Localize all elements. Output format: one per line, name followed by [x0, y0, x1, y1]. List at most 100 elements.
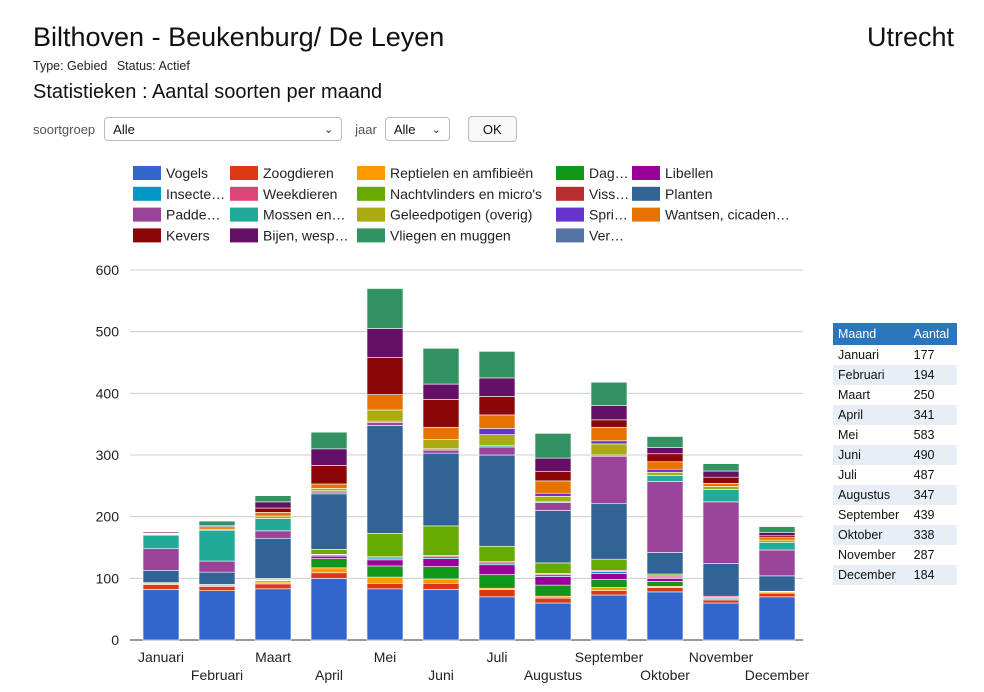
bar-segment[interactable] — [198, 571, 236, 585]
bar-segment[interactable] — [310, 493, 348, 550]
bar-segment[interactable] — [534, 502, 572, 511]
bar-segment[interactable] — [310, 487, 348, 492]
bar-segment[interactable] — [422, 566, 460, 580]
bar-segment[interactable] — [646, 461, 684, 470]
bar-segment[interactable] — [366, 533, 404, 558]
bar-segment[interactable] — [366, 288, 404, 329]
bar-segment[interactable] — [534, 457, 572, 472]
bar-segment[interactable] — [198, 560, 236, 573]
legend-item[interactable]: Reptielen en amfibieën — [357, 165, 533, 181]
legend-item[interactable]: Vliegen en muggen — [357, 227, 511, 243]
bar-segment[interactable] — [422, 558, 460, 567]
legend-item[interactable]: Padde… — [133, 207, 220, 223]
bar-segment[interactable] — [758, 542, 796, 551]
bar-segment[interactable] — [310, 549, 348, 555]
bar-segment[interactable] — [422, 582, 460, 590]
bar-segment[interactable] — [366, 328, 404, 358]
bar-segment[interactable] — [198, 590, 236, 641]
table-header-aantal[interactable]: Aantal — [908, 323, 957, 345]
bar-segment[interactable] — [422, 383, 460, 400]
legend-item[interactable]: Viss… — [556, 186, 629, 202]
bar-segment[interactable] — [534, 602, 572, 641]
legend-item[interactable]: Mossen en… — [230, 207, 345, 223]
bar-segment[interactable] — [646, 587, 684, 593]
bar-segment[interactable] — [646, 453, 684, 463]
bar-segment[interactable] — [590, 419, 628, 428]
bar-segment[interactable] — [702, 483, 740, 487]
legend-item[interactable]: Planten — [632, 186, 712, 202]
bar-segment[interactable] — [366, 582, 404, 590]
bar-segment[interactable] — [254, 588, 292, 641]
bar-segment[interactable] — [422, 439, 460, 450]
bar-segment[interactable] — [758, 537, 796, 541]
table-header-maand[interactable]: Maand — [833, 323, 909, 345]
bar-segment[interactable] — [534, 510, 572, 564]
legend-item[interactable]: Dag… — [556, 165, 629, 181]
bar-segment[interactable] — [254, 518, 292, 532]
bar-segment[interactable] — [534, 597, 572, 604]
jaar-select[interactable]: Alle ⌄ — [384, 117, 450, 141]
bar-segment[interactable] — [534, 480, 572, 494]
legend-item[interactable]: Nachtvlinders en micro's — [357, 186, 542, 202]
bar-segment[interactable] — [310, 572, 348, 579]
bar-segment[interactable] — [254, 515, 292, 519]
bar-segment[interactable] — [534, 471, 572, 482]
bar-segment[interactable] — [142, 589, 180, 641]
bar-segment[interactable] — [590, 440, 628, 445]
bar-segment[interactable] — [310, 567, 348, 574]
bar-segment[interactable] — [534, 584, 572, 597]
bar-segment[interactable] — [646, 481, 684, 553]
bar-segment[interactable] — [590, 503, 628, 560]
bar-segment[interactable] — [310, 555, 348, 559]
bar-segment[interactable] — [478, 434, 516, 447]
ok-button[interactable]: OK — [467, 116, 517, 142]
bar-segment[interactable] — [366, 576, 404, 584]
bar-segment[interactable] — [534, 433, 572, 459]
bar-segment[interactable] — [646, 552, 684, 575]
bar-segment[interactable] — [254, 501, 292, 509]
bar-segment[interactable] — [590, 443, 628, 456]
bar-segment[interactable] — [198, 529, 236, 562]
bar-segment[interactable] — [590, 579, 628, 588]
bar-segment[interactable] — [310, 483, 348, 489]
bar-segment[interactable] — [254, 495, 292, 503]
bar-segment[interactable] — [422, 525, 460, 556]
bar-segment[interactable] — [366, 409, 404, 422]
bar-segment[interactable] — [422, 348, 460, 385]
bar-segment[interactable] — [478, 454, 516, 547]
bar-segment[interactable] — [590, 587, 628, 591]
bar-segment[interactable] — [702, 489, 740, 503]
bar-segment[interactable] — [702, 501, 740, 564]
bar-segment[interactable] — [422, 449, 460, 454]
bar-segment[interactable] — [478, 574, 516, 589]
legend-item[interactable]: Ver… — [556, 227, 624, 243]
bar-segment[interactable] — [590, 573, 628, 580]
bar-segment[interactable] — [366, 357, 404, 395]
bar-segment[interactable] — [422, 452, 460, 527]
bar-segment[interactable] — [422, 589, 460, 641]
bar-segment[interactable] — [142, 570, 180, 583]
legend-item[interactable]: Kevers — [133, 227, 210, 243]
bar-segment[interactable] — [702, 476, 740, 484]
bar-segment[interactable] — [534, 576, 572, 586]
bar-segment[interactable] — [702, 486, 740, 490]
legend-item[interactable]: Bijen, wesp… — [230, 227, 349, 243]
soortgroep-select[interactable]: Alle ⌄ — [104, 117, 343, 141]
bar-segment[interactable] — [646, 591, 684, 641]
bar-segment[interactable] — [702, 470, 740, 478]
bar-segment[interactable] — [758, 592, 796, 598]
bar-segment[interactable] — [310, 431, 348, 450]
bar-segment[interactable] — [478, 564, 516, 575]
bar-segment[interactable] — [646, 436, 684, 448]
bar-segment[interactable] — [590, 405, 628, 421]
bar-segment[interactable] — [310, 465, 348, 485]
bar-segment[interactable] — [366, 559, 404, 567]
bar-segment[interactable] — [478, 396, 516, 416]
bar-segment[interactable] — [254, 530, 292, 539]
bar-segment[interactable] — [422, 578, 460, 584]
bar-segment[interactable] — [646, 468, 684, 473]
legend-item[interactable]: Zoogdieren — [230, 165, 334, 181]
bar-segment[interactable] — [478, 428, 516, 435]
legend-item[interactable]: Insecte… — [133, 186, 225, 202]
bar-segment[interactable] — [534, 492, 572, 497]
